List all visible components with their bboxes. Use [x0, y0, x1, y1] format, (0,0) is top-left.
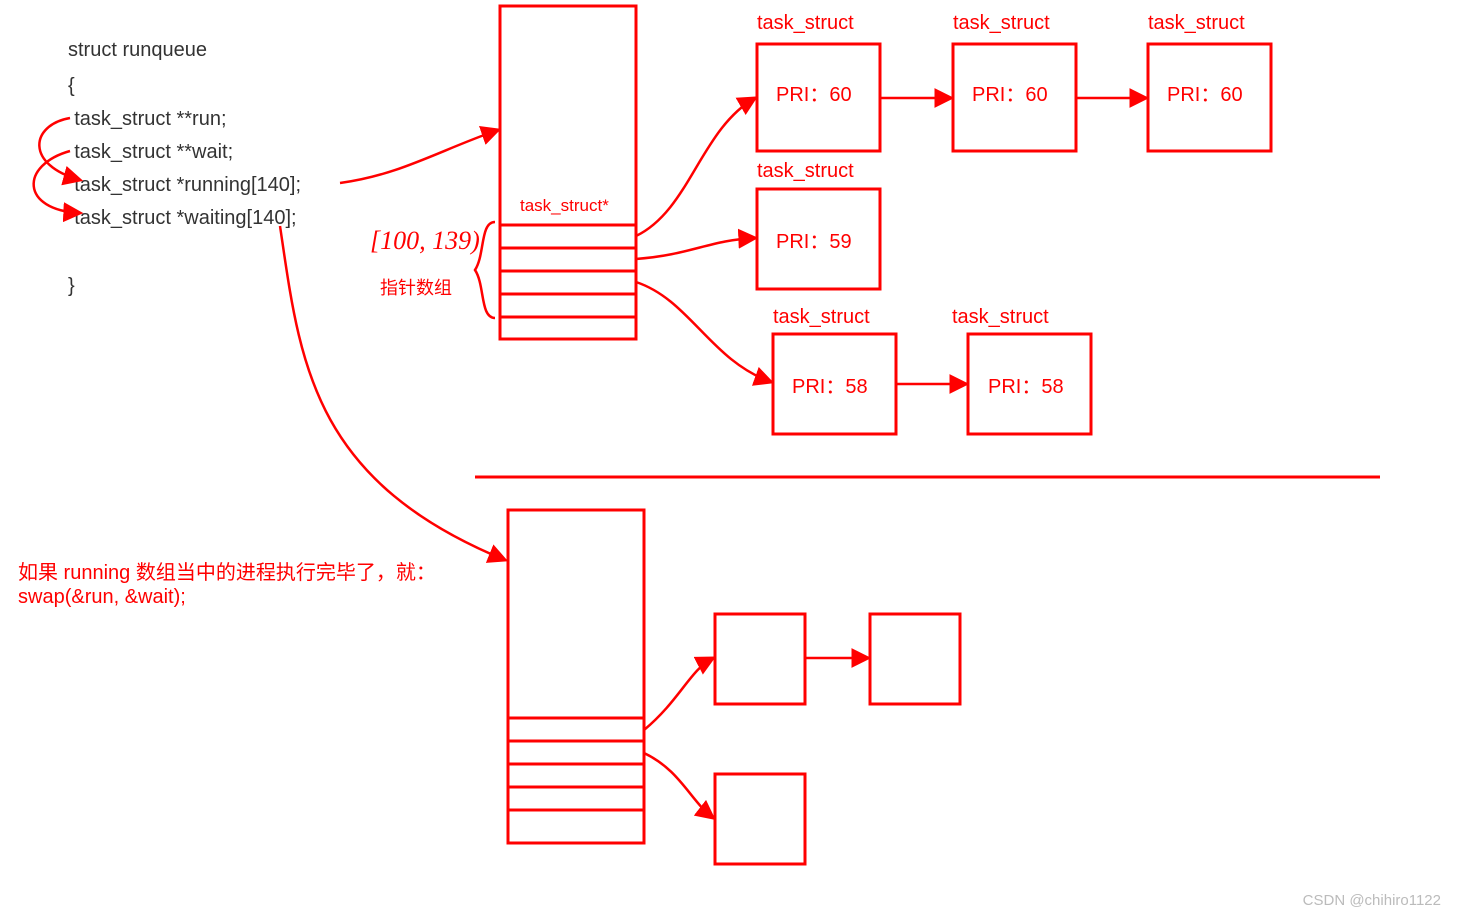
code-line-7: }: [68, 270, 75, 303]
pri-60-label: PRI：60: [972, 78, 1048, 107]
task-struct-ptr-label: task_struct*: [520, 196, 609, 216]
pri-59-label: PRI：59: [776, 225, 852, 254]
lower-task-box: [870, 614, 960, 704]
arrow-lower-slot-to-box1: [644, 658, 713, 730]
pri-58-label: PRI：58: [988, 370, 1064, 399]
pri-60-label: PRI：60: [1167, 78, 1243, 107]
task-struct-label: task_struct: [952, 306, 1049, 329]
arrow-lower-slot-to-box2: [644, 753, 713, 818]
code-line-1: struct runqueue: [68, 34, 207, 67]
code-line-5: task_struct *running[140];: [52, 169, 301, 202]
arrow-slot-to-pri59: [636, 238, 755, 259]
lower-task-box: [715, 774, 805, 864]
code-line-4: task_struct **wait;: [52, 136, 233, 169]
pointer-array-label: 指针数组: [380, 274, 452, 300]
code-line-2: {: [68, 70, 75, 103]
task-struct-label: task_struct: [953, 12, 1050, 35]
lower-task-box: [715, 614, 805, 704]
task-struct-label: task_struct: [1148, 12, 1245, 35]
instruction-line-1: 如果 running 数组当中的进程执行完毕了，就：: [18, 556, 436, 585]
arrow-slot-to-pri60: [636, 98, 755, 236]
task-struct-label: task_struct: [757, 160, 854, 183]
upper-array-box: [500, 6, 636, 339]
instruction-line-2: swap(&run, &wait);: [18, 586, 186, 609]
pri-58-label: PRI：58: [792, 370, 868, 399]
watermark: CSDN @chihiro1122: [1303, 892, 1441, 909]
task-struct-label: task_struct: [773, 306, 870, 329]
task-struct-label: task_struct: [757, 12, 854, 35]
arrow-slot-to-pri58: [636, 282, 771, 382]
arrow-running-to-array: [340, 130, 498, 183]
code-line-6: task_struct *waiting[140];: [52, 202, 297, 235]
pri-60-label: PRI：60: [776, 78, 852, 107]
code-line-3: task_struct **run;: [52, 103, 227, 136]
lower-array-box: [508, 510, 644, 843]
array-range-annotation: [100, 139): [370, 226, 480, 256]
